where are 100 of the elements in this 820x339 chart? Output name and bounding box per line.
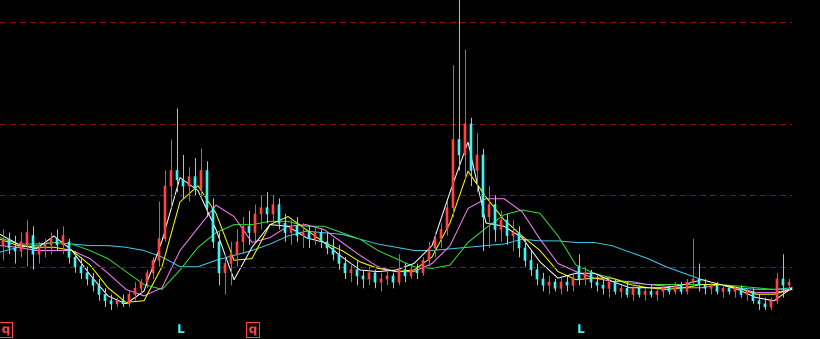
candlestick — [236, 228, 238, 268]
candlestick — [758, 294, 760, 310]
candlestick — [620, 284, 622, 298]
candlestick — [692, 238, 694, 289]
candlestick — [44, 238, 46, 258]
candlestick — [140, 278, 142, 295]
candlestick — [386, 269, 388, 286]
candlestick — [284, 213, 286, 242]
candlestick — [686, 278, 688, 295]
candlestick — [20, 232, 22, 258]
candlestick — [320, 228, 322, 248]
candlestick — [506, 213, 508, 246]
candlestick — [578, 254, 580, 286]
candlestick — [278, 198, 280, 230]
candlestick — [536, 263, 538, 286]
candlestick — [134, 282, 136, 302]
candlestick — [26, 220, 28, 268]
candlestick — [8, 232, 10, 255]
candlestick — [86, 266, 88, 286]
candlestick — [710, 282, 712, 295]
candlestick — [146, 269, 148, 289]
candlestick — [332, 238, 334, 261]
candlestick — [182, 154, 184, 199]
candlestick — [596, 275, 598, 292]
candlestick — [158, 201, 160, 268]
candlestick — [380, 272, 382, 292]
candlestick — [602, 278, 604, 295]
candlestick — [530, 250, 532, 276]
candlestick — [458, 0, 460, 171]
candlestick — [98, 278, 100, 302]
candlestick — [644, 288, 646, 302]
candlestick — [224, 254, 226, 295]
candlestick — [446, 201, 448, 236]
candlestick — [170, 139, 172, 208]
candlestick — [728, 284, 730, 295]
candlestick — [362, 269, 364, 289]
candlestick — [32, 226, 34, 270]
candlestick — [14, 235, 16, 264]
text: q — [2, 322, 10, 336]
candlestick — [302, 222, 304, 248]
candlestick — [128, 290, 130, 308]
candlestick — [2, 228, 4, 261]
candlestick — [770, 297, 772, 310]
candlestick — [308, 226, 310, 248]
candlestick — [248, 210, 250, 246]
candlestick — [338, 244, 340, 270]
candlestick — [104, 288, 106, 308]
candlestick — [428, 241, 430, 268]
candlestick — [56, 228, 58, 252]
candlestick — [416, 263, 418, 280]
candlestick — [674, 282, 676, 295]
candlestick — [788, 278, 790, 292]
candlestick — [554, 278, 556, 292]
candlestick — [764, 297, 766, 310]
candlestick — [704, 278, 706, 295]
candlestick — [440, 222, 442, 248]
candlestick — [392, 272, 394, 289]
candlestick — [722, 284, 724, 298]
candlestick — [638, 284, 640, 298]
candlestick — [668, 284, 670, 295]
text: L — [577, 322, 586, 336]
candlestick — [740, 284, 742, 298]
candlestick — [746, 288, 748, 302]
text: q — [248, 322, 258, 336]
candlestick — [656, 288, 658, 302]
candlestick — [518, 226, 520, 258]
candlestick — [566, 275, 568, 292]
candlestick — [716, 282, 718, 295]
candlestick — [422, 256, 424, 276]
candlestick — [374, 269, 376, 289]
candlestick — [782, 254, 784, 298]
candlestick — [62, 226, 64, 255]
candlestick — [524, 238, 526, 268]
candlestick — [614, 278, 616, 295]
candlestick — [266, 192, 268, 224]
candlestick — [368, 266, 370, 286]
candlestick — [650, 284, 652, 298]
candlestick — [242, 216, 244, 255]
candlestick — [272, 194, 274, 227]
candlestick — [500, 210, 502, 242]
candlestick — [626, 282, 628, 298]
candlestick — [608, 275, 610, 298]
candlestick — [152, 256, 154, 280]
candlestick — [110, 294, 112, 310]
candlestick — [116, 297, 118, 308]
candlestick — [548, 275, 550, 295]
candlestick — [230, 241, 232, 286]
candlestick — [74, 250, 76, 274]
candlestick — [590, 269, 592, 289]
candlestick — [80, 256, 82, 280]
candlestick — [356, 260, 358, 286]
candlestick — [176, 108, 178, 193]
candlestick — [344, 256, 346, 280]
candlestick — [38, 241, 40, 264]
candlestick — [698, 263, 700, 292]
candlestick — [734, 284, 736, 298]
candlestick — [776, 272, 778, 304]
candlestick — [680, 282, 682, 295]
candlestick — [326, 232, 328, 255]
candlestick — [404, 263, 406, 283]
